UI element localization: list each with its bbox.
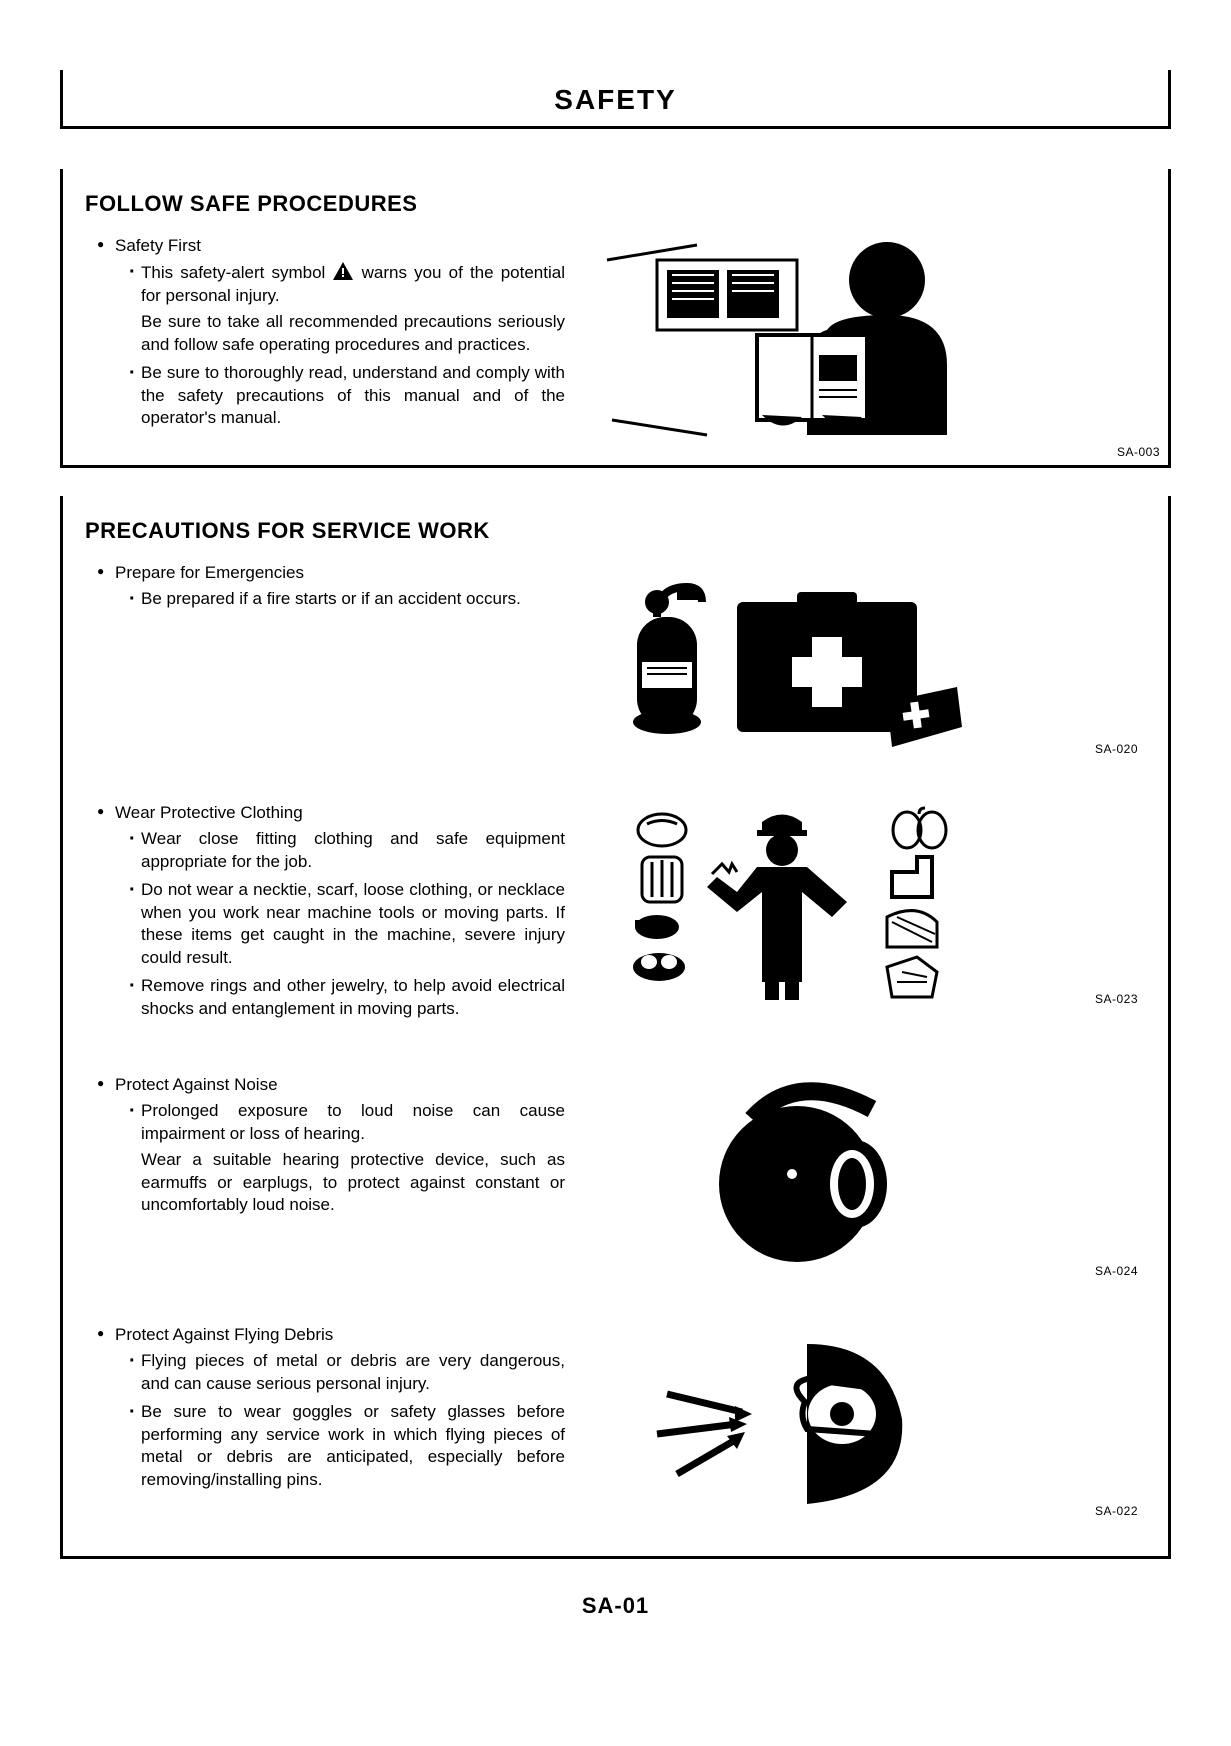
block-text: Wear Protective Clothing Wear close fitt… [85,802,565,1034]
item-title: Protect Against Noise [115,1075,278,1094]
item-title: Safety First [115,236,201,255]
figure-ref: SA-003 [1117,445,1160,459]
sub-item: Be prepared if a fire starts or if an ac… [129,588,565,610]
figure-ref: SA-022 [1095,1504,1138,1518]
sub-item: Flying pieces of metal or debris are ver… [129,1350,565,1395]
illustration-goggles: SA-022 [587,1324,1146,1524]
illustration-ppe: SA-023 [587,802,1146,1012]
panel-heading: PRECAUTIONS FOR SERVICE WORK [85,518,1146,544]
figure-ref: SA-024 [1095,1264,1138,1278]
sub-item: Be sure to thoroughly read, understand a… [129,362,565,429]
panel-follow-safe: FOLLOW SAFE PROCEDURES Safety First This… [60,169,1171,468]
illustration-earmuffs: SA-024 [587,1074,1146,1284]
page-number: SA-01 [60,1593,1171,1619]
illustration-reading-manual [587,235,1146,445]
item-title: Prepare for Emergencies [115,563,304,582]
panel1-text: Safety First This safety-alert symbol wa… [85,235,565,444]
item-title: Protect Against Flying Debris [115,1325,333,1344]
illustration-emergency-kit: SA-020 [587,562,1146,762]
figure-ref: SA-023 [1095,992,1138,1006]
item-title: Wear Protective Clothing [115,803,303,822]
figure-ref: SA-020 [1095,742,1138,756]
block-text: Protect Against Noise Prolonged exposure… [85,1074,565,1231]
block-text: Prepare for Emergencies Be prepared if a… [85,562,565,625]
sub-item: Do not wear a necktie, scarf, loose clot… [129,879,565,969]
panel-precautions: PRECAUTIONS FOR SERVICE WORK Prepare for… [60,496,1171,1559]
title-bar: SAFETY [60,70,1171,129]
panel-heading: FOLLOW SAFE PROCEDURES [85,191,1146,217]
sub-item: Prolonged exposure to loud noise can cau… [129,1100,565,1216]
sub-item: Remove rings and other jewelry, to help … [129,975,565,1020]
sub-item: Wear close fitting clothing and safe equ… [129,828,565,873]
sub-item: Be sure to wear goggles or safety glasse… [129,1401,565,1491]
block-text: Protect Against Flying Debris Flying pie… [85,1324,565,1505]
sub-item: This safety-alert symbol warns you of th… [129,261,565,356]
warning-triangle-icon [332,261,354,281]
page-title: SAFETY [63,84,1168,116]
